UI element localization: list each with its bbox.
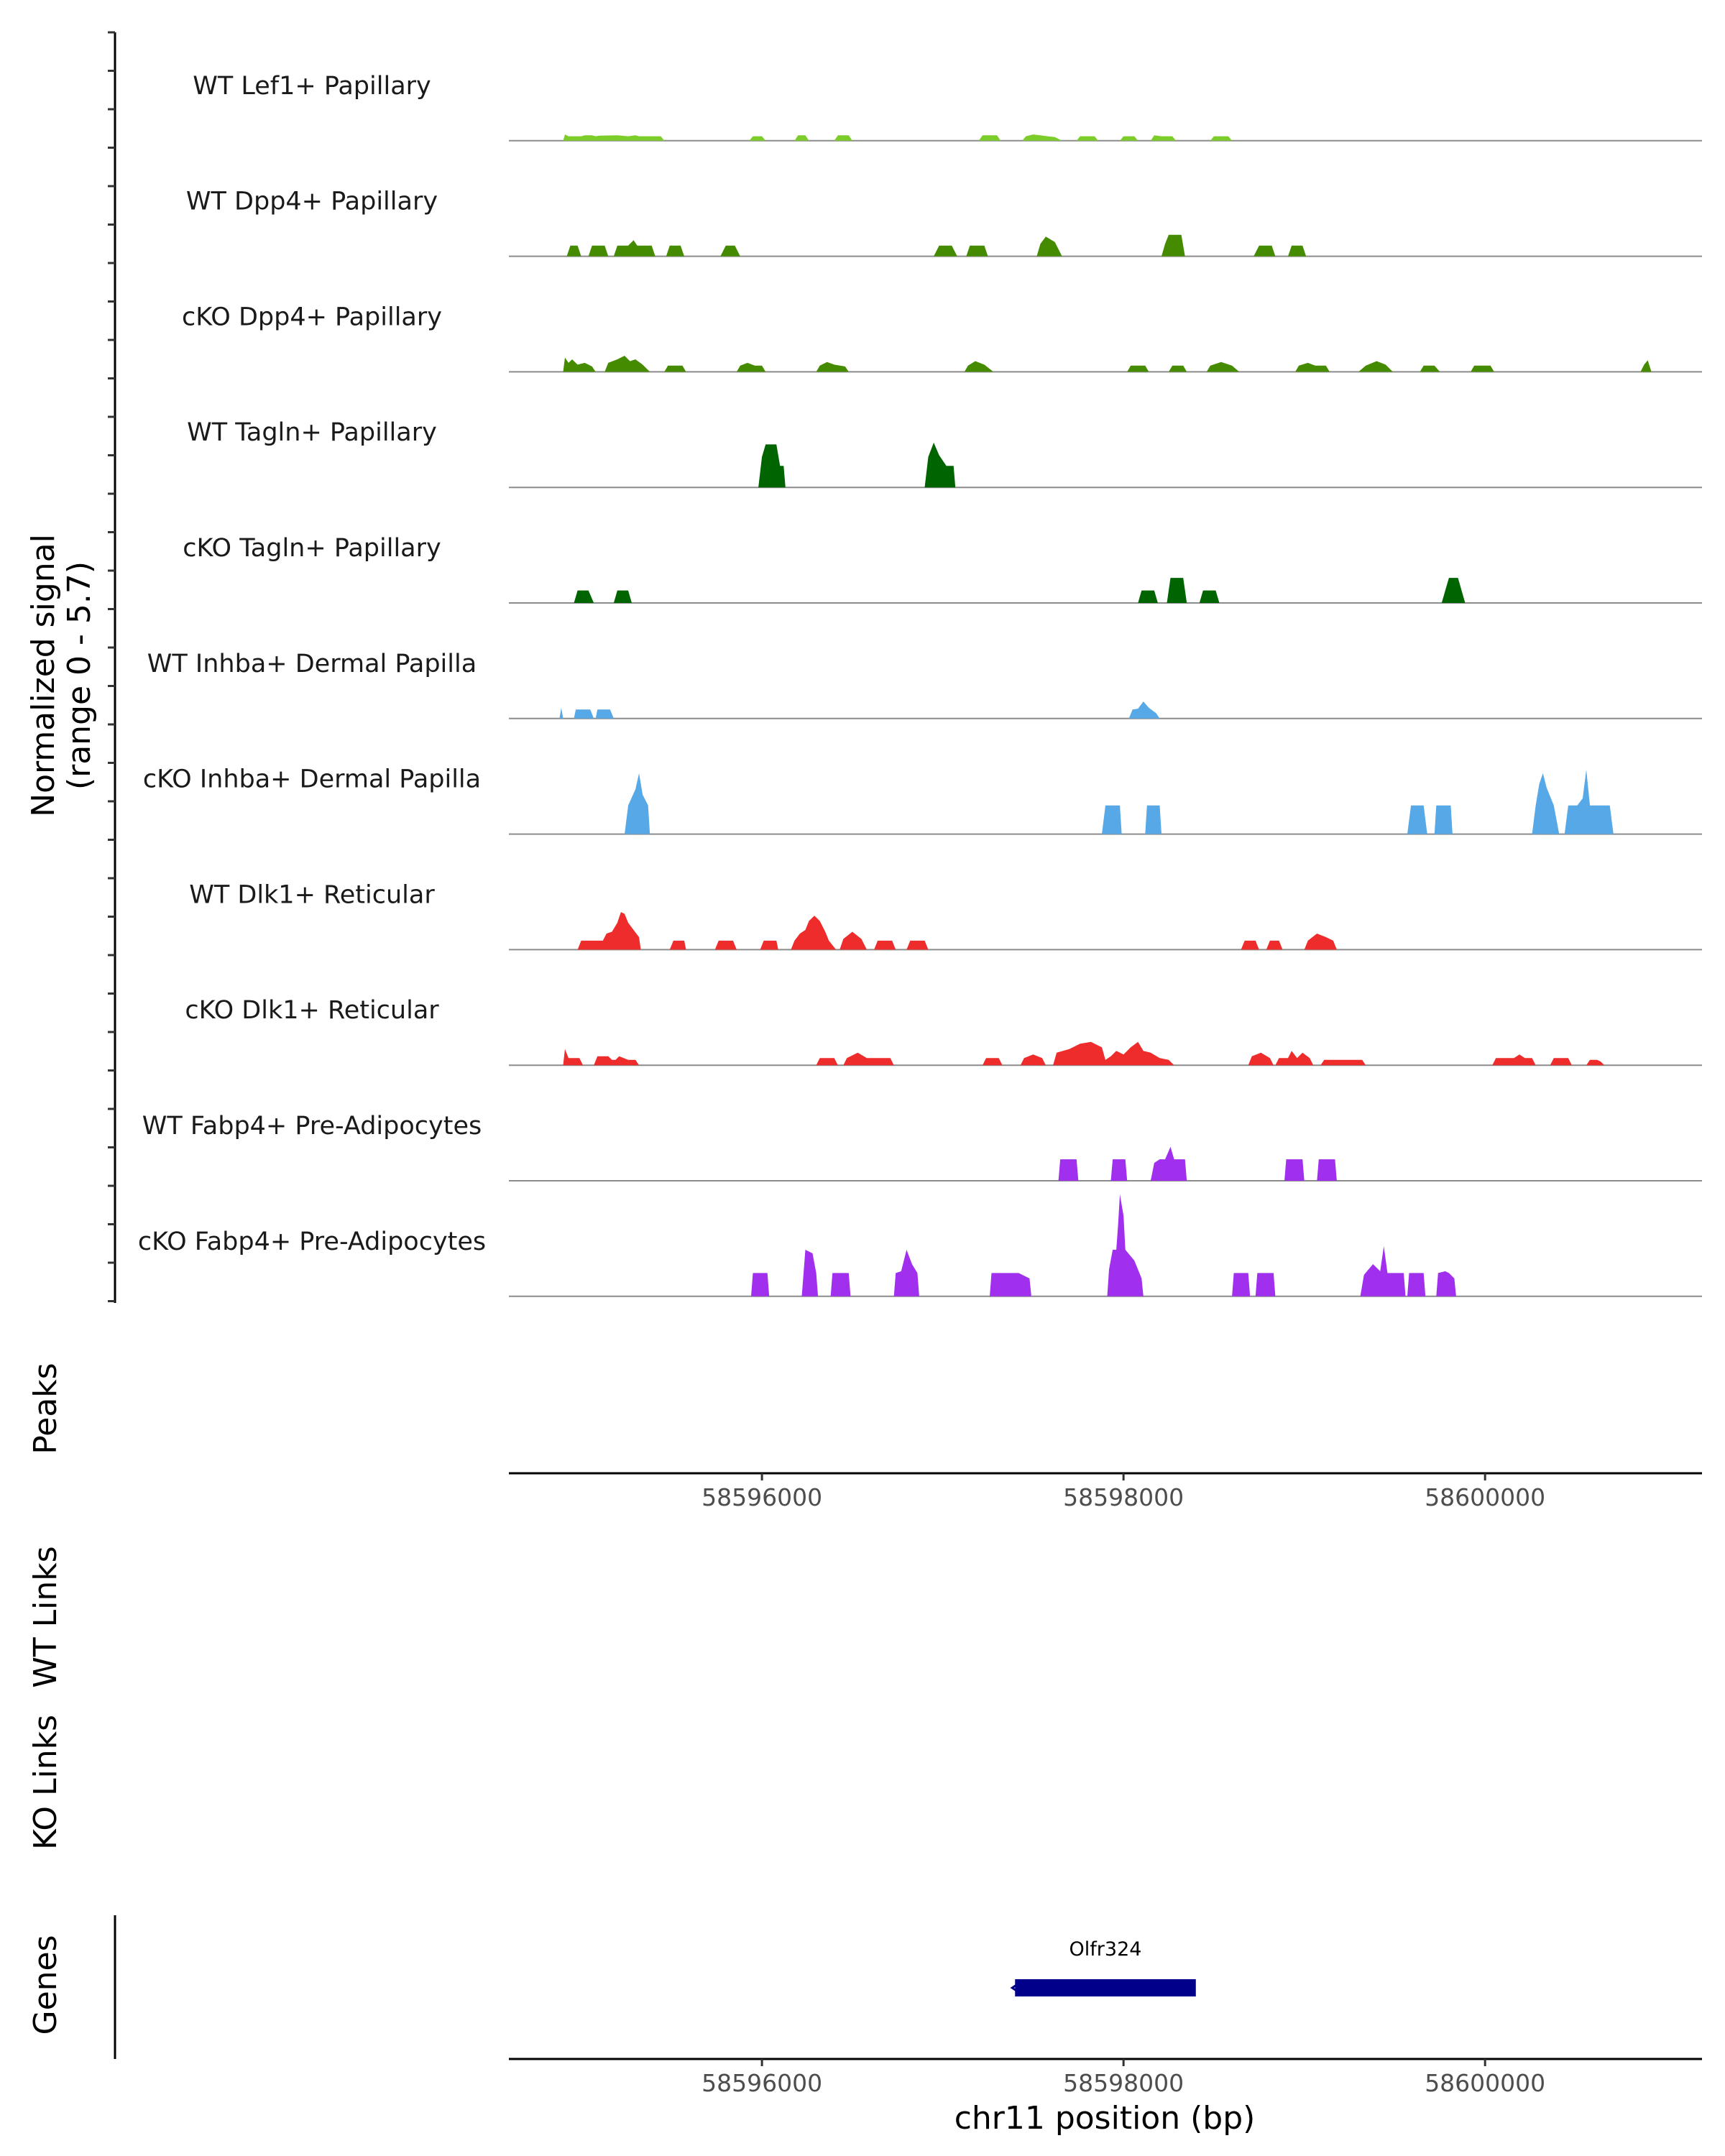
- x-axis-title: chr11 position (bp): [954, 2100, 1256, 2137]
- y-axis-title: Normalized signal: [25, 534, 62, 817]
- gene-strand-arrow: [1010, 1981, 1022, 1995]
- track-label: cKO Fabp4+ Pre-Adipocytes: [138, 1227, 486, 1256]
- y-axis-range: (range 0 - 5.7): [61, 561, 98, 790]
- x-tick-label: 58598000: [1063, 1483, 1184, 1511]
- wt-links-panel-label: WT Links: [27, 1546, 64, 1687]
- track-label: cKO Inhba+ Dermal Papilla: [143, 765, 481, 794]
- track-label: WT Lef1+ Papillary: [193, 72, 431, 101]
- x-tick-label: 58600000: [1425, 2069, 1545, 2097]
- track-label: cKO Dlk1+ Reticular: [185, 996, 439, 1025]
- track-signal-area: [1058, 1146, 1337, 1181]
- track-label: WT Dpp4+ Papillary: [186, 188, 438, 216]
- gene-name-label: Olfr324: [1070, 1938, 1142, 1961]
- track-signal-area: [563, 134, 1233, 141]
- x-tick-label: 58600000: [1425, 1483, 1545, 1511]
- peaks-panel-label: Peaks: [27, 1363, 64, 1454]
- track-label: WT Dlk1+ Reticular: [189, 880, 435, 909]
- x-tick-label: 58596000: [702, 2069, 822, 2097]
- genes-panel-label: Genes: [27, 1935, 64, 2035]
- track-label: WT Tagln+ Papillary: [187, 418, 437, 447]
- track-label: cKO Tagln+ Papillary: [183, 534, 441, 563]
- peaks-x-axis: 58596000 58598000 58600000: [702, 1473, 1545, 1511]
- x-tick-label: 58596000: [702, 1483, 822, 1511]
- track-signal-area: [625, 769, 1614, 834]
- track-label: WT Fabp4+ Pre-Adipocytes: [142, 1112, 482, 1141]
- track-signal-area: [566, 234, 1307, 257]
- track-signal-area: [751, 1194, 1456, 1296]
- x-tick-label: 58598000: [1063, 2069, 1184, 2097]
- coverage-y-ticks: [108, 31, 115, 1302]
- track-signal-area: [758, 442, 956, 488]
- track-signal-area: [559, 701, 1160, 719]
- gene-body: [1015, 1979, 1196, 1996]
- track-label: WT Inhba+ Dermal Papilla: [147, 650, 477, 678]
- genes-x-axis: 58596000 58598000 58600000: [702, 2059, 1545, 2097]
- coverage-tracks: WT Lef1+ Papillary WT Dpp4+ Papillary cKO …: [138, 72, 1702, 1297]
- track-signal-area: [577, 912, 1337, 950]
- track-label: cKO Dpp4+ Papillary: [182, 303, 442, 331]
- track-signal-area: [563, 356, 1652, 372]
- ko-links-panel-label: KO Links: [27, 1715, 64, 1850]
- track-signal-area: [563, 1041, 1605, 1066]
- gene-annotations: Olfr324: [1010, 1938, 1196, 1996]
- track-signal-area: [574, 578, 1466, 603]
